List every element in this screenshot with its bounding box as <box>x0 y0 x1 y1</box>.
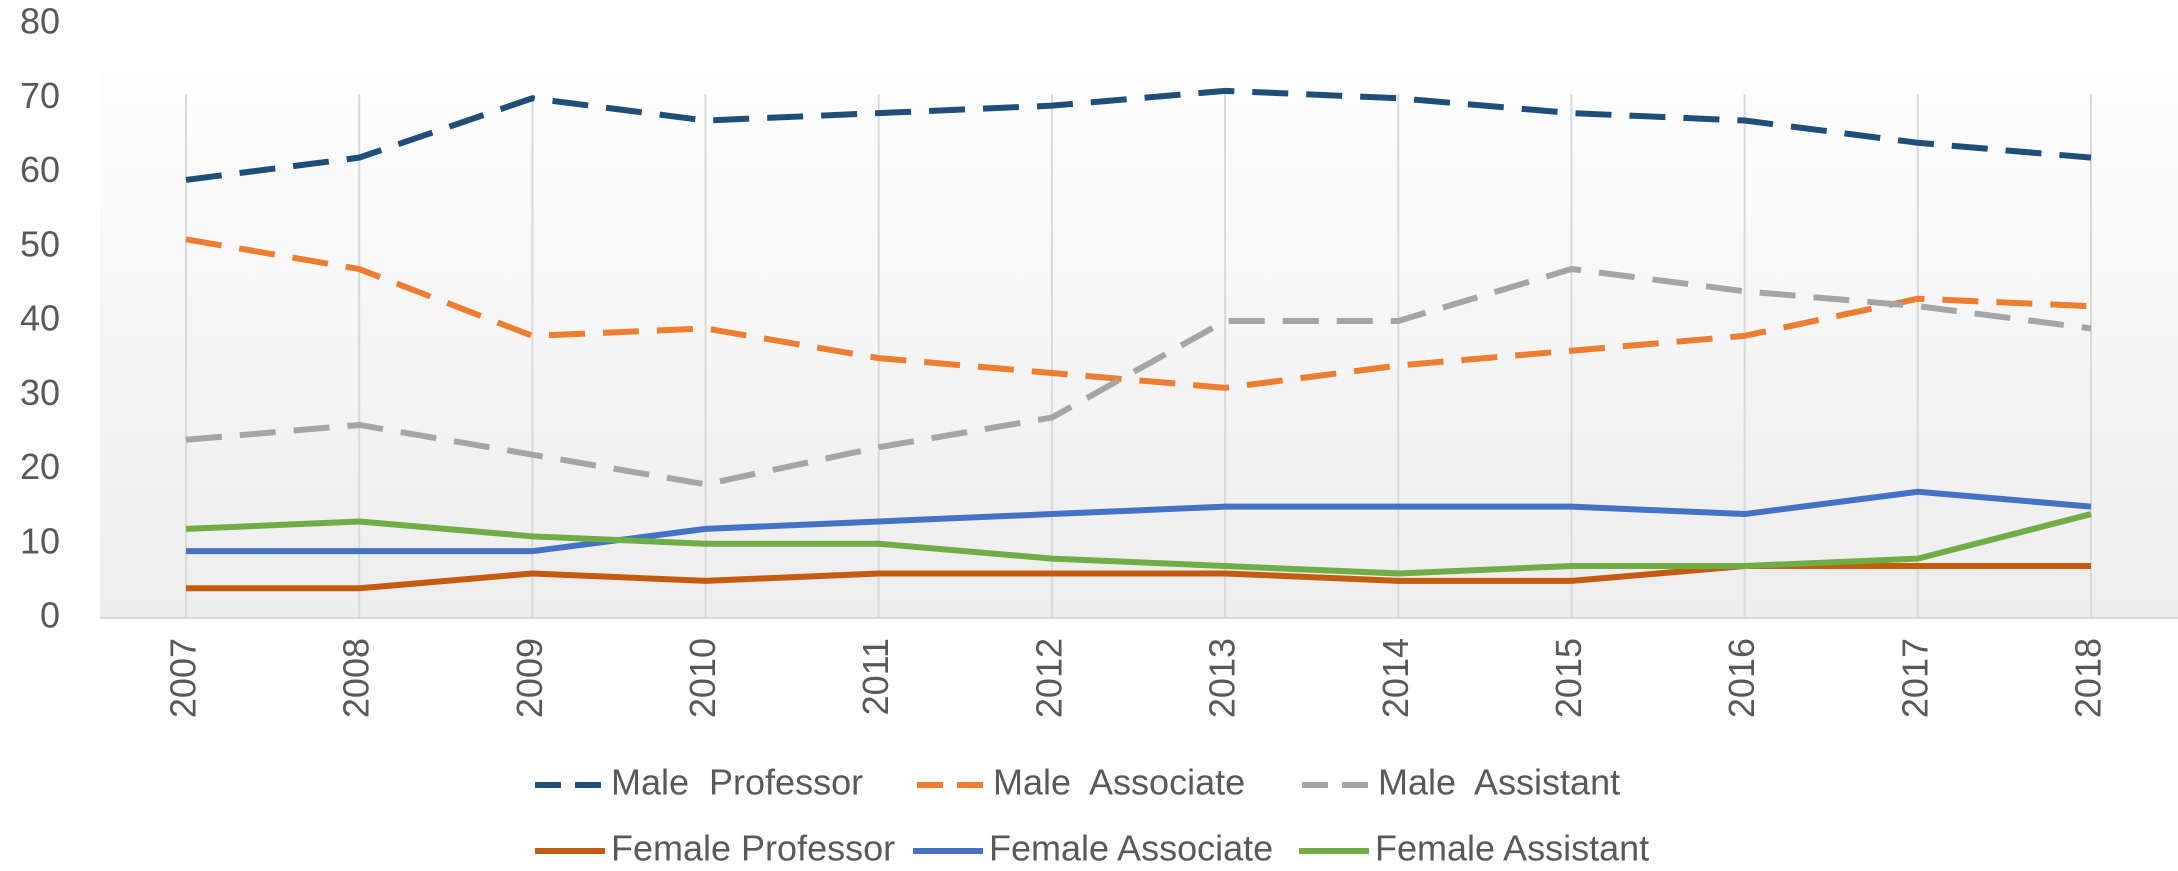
x-tick-label: 2012 <box>1028 638 1069 718</box>
legend-label: Male Professor <box>611 762 863 803</box>
legend-label: Female Associate <box>989 828 1273 869</box>
y-tick-label: 70 <box>20 75 60 116</box>
series-line <box>185 87 2092 183</box>
series-line <box>185 266 2092 488</box>
series-line <box>185 511 2092 577</box>
y-tick-label: 10 <box>20 520 60 561</box>
y-tick-label: 0 <box>40 595 60 636</box>
y-tick-label: 80 <box>20 1 60 42</box>
legend-label: Male Assistant <box>1378 762 1620 803</box>
x-tick-label: 2018 <box>2068 638 2109 718</box>
x-tick-label: 2008 <box>336 638 377 718</box>
x-tick-label: 2010 <box>682 638 723 718</box>
series-line <box>186 488 2092 555</box>
x-tick-label: 2007 <box>163 638 204 718</box>
series-line <box>185 236 2092 391</box>
x-tick-label: 2009 <box>509 638 550 718</box>
y-tick-label: 30 <box>20 372 60 413</box>
y-tick-label: 50 <box>20 223 60 264</box>
x-tick-label: 2013 <box>1202 638 1243 718</box>
x-tick-label: 2017 <box>1894 638 1935 718</box>
plot-area <box>100 24 2178 618</box>
y-tick-label: 20 <box>20 446 60 487</box>
x-tick-label: 2014 <box>1375 638 1416 718</box>
legend-label: Male Associate <box>993 762 1245 803</box>
y-tick-label: 60 <box>20 149 60 190</box>
x-tick-label: 2011 <box>855 638 896 715</box>
legend-label: Female Assistant <box>1375 828 1649 869</box>
y-tick-label: 40 <box>20 298 60 339</box>
x-tick-label: 2016 <box>1721 638 1762 718</box>
x-tick-label: 2015 <box>1548 638 1589 718</box>
legend-label: Female Professor <box>611 828 895 869</box>
